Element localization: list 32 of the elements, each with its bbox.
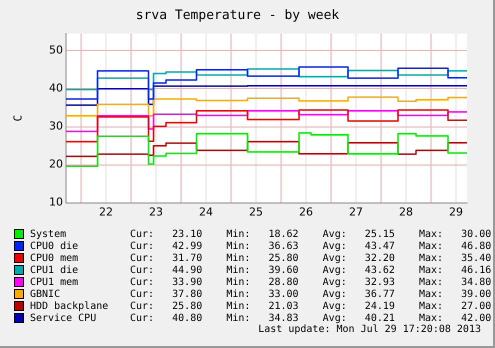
text: Cur: 44.90 Min: 39.60 Avg: 43.62 Max: 46.16 — [130, 264, 492, 276]
chart-title: srva Temperature - by week — [136, 8, 340, 24]
legend-label: HDD backplane — [30, 300, 110, 312]
text: Cur: 33.90 Min: 28.80 Avg: 32.93 Max: 34.80 — [130, 276, 492, 288]
x-tick-label: 29 — [449, 205, 463, 218]
x-tick-label: 22 — [99, 205, 113, 218]
text: Cur: 42.99 Min: 36.63 Avg: 43.47 Max: 46.80 — [130, 240, 492, 252]
legend-label: System — [30, 228, 68, 240]
y-tick-label: 30 — [49, 120, 63, 133]
legend-label: CPU0 die — [30, 240, 80, 252]
text: Cur: 25.80 Min: 21.03 Avg: 24.19 Max: 27.00 — [130, 300, 492, 312]
y-tick-label: 50 — [49, 44, 63, 57]
x-tick-label: 27 — [349, 205, 363, 218]
y-axis-title: C — [11, 114, 24, 122]
y-tick-label: 40 — [49, 82, 63, 95]
legend-label: CPU1 die — [30, 264, 80, 276]
x-tick-label: 24 — [199, 205, 213, 218]
text: Cur: 37.80 Min: 33.00 Avg: 36.77 Max: 39.00 — [130, 288, 492, 300]
legend-label: Service CPU — [30, 312, 98, 324]
text: Cur: 23.10 Min: 18.62 Avg: 25.15 Max: 30.00 — [130, 228, 492, 240]
y-tick-label: 20 — [49, 158, 63, 171]
x-tick-label: 26 — [299, 205, 313, 218]
legend-label: CPU1 mem — [30, 276, 80, 288]
x-tick-label: 25 — [249, 205, 263, 218]
x-tick-label: 23 — [149, 205, 163, 218]
x-tick-label: 28 — [399, 205, 413, 218]
text: Cur: 40.80 Min: 34.83 Avg: 40.21 Max: 42.00 — [130, 312, 492, 324]
legend-label: GBNIC — [30, 288, 62, 300]
text: Last update: Mon Jul 29 17:20:08 2013 — [257, 324, 482, 336]
text: Cur: 31.70 Min: 25.80 Avg: 32.20 Max: 35.40 — [130, 252, 492, 264]
legend-label: CPU0 mem — [30, 252, 80, 264]
y-tick-label: 10 — [49, 196, 63, 209]
